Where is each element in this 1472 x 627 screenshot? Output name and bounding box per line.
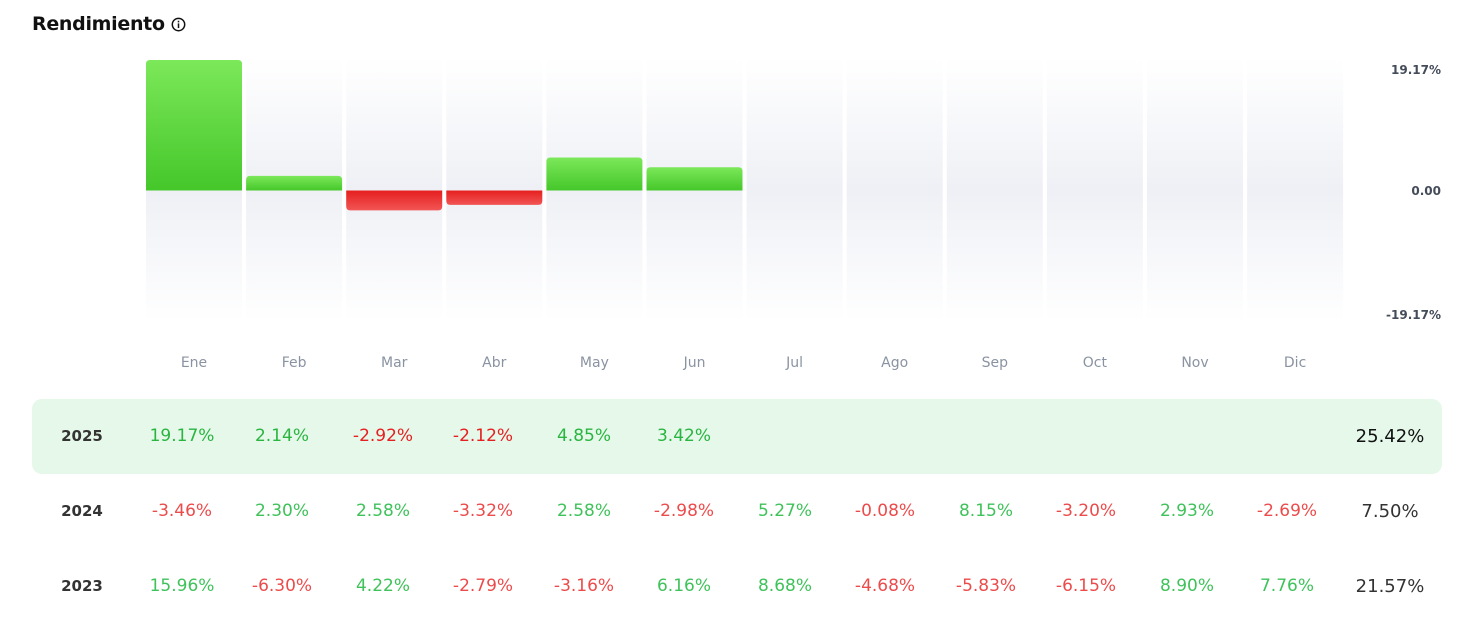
- return-cell: -6.15%: [1055, 576, 1117, 596]
- return-cell: 8.68%: [757, 576, 813, 596]
- return-cell: -6.30%: [251, 576, 313, 596]
- return-cell: 3.42%: [656, 426, 712, 446]
- bar-feb[interactable]: [246, 175, 343, 191]
- return-cell: -5.83%: [955, 576, 1017, 596]
- bar-abr[interactable]: [446, 190, 543, 205]
- annual-total-cell: 7.50%: [1361, 501, 1419, 522]
- month-label-ago: Ago: [881, 355, 908, 371]
- month-label-dic: Dic: [1284, 355, 1306, 371]
- return-cell: -0.08%: [854, 501, 916, 521]
- return-cell: -2.79%: [452, 576, 514, 596]
- month-label-jun: Jun: [683, 355, 706, 371]
- return-cell: -3.16%: [553, 576, 615, 596]
- y-tick-label: 0.00: [1411, 184, 1441, 198]
- year-cell: 2025: [61, 427, 103, 445]
- return-cell: 4.85%: [556, 426, 612, 446]
- return-cell: 8.15%: [958, 501, 1014, 521]
- month-label-jul: Jul: [785, 355, 803, 371]
- bar-ene[interactable]: [146, 60, 242, 191]
- return-cell: 2.14%: [254, 426, 310, 446]
- year-cell: 2024: [61, 502, 103, 520]
- return-cell: 5.27%: [757, 501, 813, 521]
- month-label-mar: Mar: [381, 355, 408, 371]
- column-track-dic: [1247, 58, 1344, 322]
- return-cell: -4.68%: [854, 576, 916, 596]
- column-track-oct: [1046, 58, 1143, 322]
- section-title: Rendimiento: [32, 13, 186, 35]
- column-track-jul: [746, 58, 843, 322]
- return-cell: 15.96%: [149, 576, 215, 596]
- month-label-oct: Oct: [1083, 355, 1108, 371]
- return-cell: 7.76%: [1259, 576, 1315, 596]
- month-label-ene: Ene: [181, 355, 207, 371]
- return-cell: 2.93%: [1159, 501, 1215, 521]
- bar-may[interactable]: [546, 157, 643, 191]
- column-track-sep: [946, 58, 1043, 322]
- column-track-mar: [346, 58, 443, 322]
- month-label-abr: Abr: [482, 355, 506, 371]
- month-label-feb: Feb: [282, 355, 307, 371]
- return-cell: 19.17%: [149, 426, 215, 446]
- return-cell: -2.12%: [452, 426, 514, 446]
- return-cell: 2.30%: [254, 501, 310, 521]
- table-row-2023[interactable]: 2023 15.96% -6.30% 4.22% -2.79% -3.16% 6.16% 8.…: [32, 549, 1442, 624]
- return-cell: -2.98%: [653, 501, 715, 521]
- bar-jun[interactable]: [646, 167, 743, 191]
- info-icon[interactable]: [171, 17, 186, 32]
- return-cell: 6.16%: [656, 576, 712, 596]
- column-track-abr: [446, 58, 543, 322]
- return-cell: 2.58%: [355, 501, 411, 521]
- annual-total-cell: 25.42%: [1355, 426, 1425, 447]
- return-cell: -3.46%: [151, 501, 213, 521]
- column-track-nov: [1147, 58, 1243, 322]
- returns-table: 2025 19.17% 2.14% -2.92% -2.12% 4.85% 3.42% 25.…: [32, 399, 1442, 624]
- annual-total-cell: 21.57%: [1355, 576, 1425, 597]
- section-title-text: Rendimiento: [32, 13, 165, 35]
- month-label-nov: Nov: [1181, 355, 1208, 371]
- y-tick-label: 19.17%: [1391, 63, 1441, 77]
- bar-mar[interactable]: [346, 190, 443, 211]
- return-cell: 2.58%: [556, 501, 612, 521]
- return-cell: 4.22%: [355, 576, 411, 596]
- y-tick-label: -19.17%: [1386, 308, 1441, 322]
- return-cell: -2.92%: [352, 426, 414, 446]
- month-label-sep: Sep: [982, 355, 1009, 371]
- month-label-may: May: [580, 355, 609, 371]
- year-cell: 2023: [61, 577, 103, 595]
- return-cell: -2.69%: [1256, 501, 1318, 521]
- return-cell: -3.32%: [452, 501, 514, 521]
- column-track-ago: [846, 58, 943, 322]
- return-cell: 8.90%: [1159, 576, 1215, 596]
- return-cell: -3.20%: [1055, 501, 1117, 521]
- table-row-2024[interactable]: 2024 -3.46% 2.30% 2.58% -3.32% 2.58% -2.98% 5.2…: [32, 474, 1442, 549]
- table-row-2025[interactable]: 2025 19.17% 2.14% -2.92% -2.12% 4.85% 3.42% 25.…: [32, 399, 1442, 474]
- performance-bar-chart: 19.17% 0.00 -19.17% Ene Feb Mar Abr May Jun Jul A…: [146, 58, 1441, 371]
